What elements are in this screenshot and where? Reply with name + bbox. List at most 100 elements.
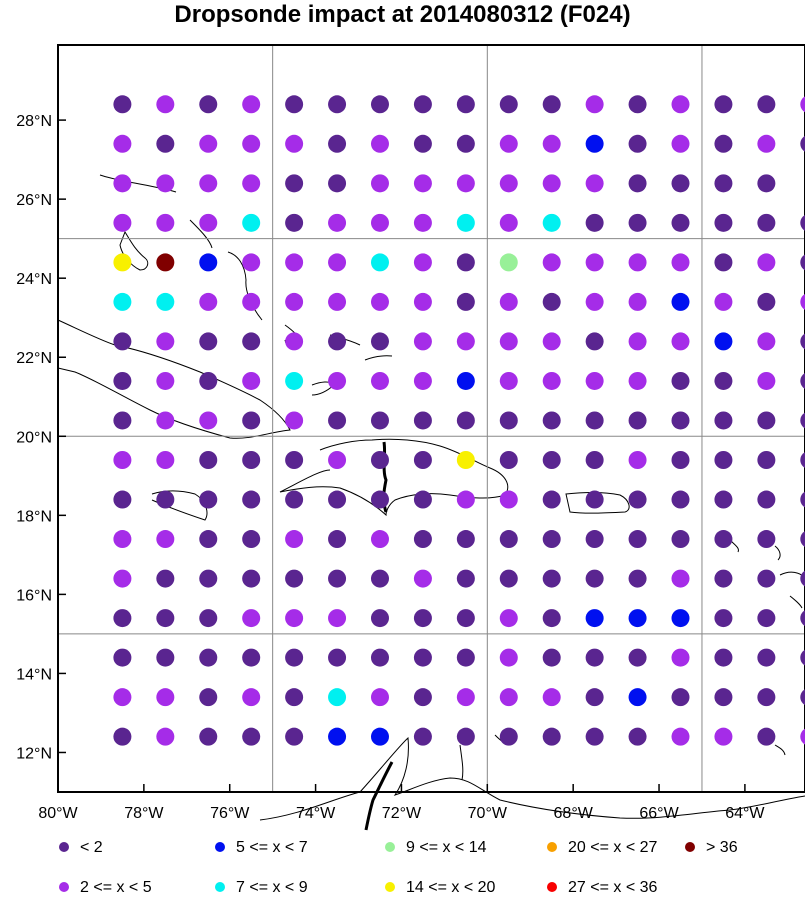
x-tick-label: 72°W [382,805,422,822]
impact-dot [800,412,805,429]
impact-dot [113,292,132,311]
impact-dot [456,332,475,351]
impact-dot [413,213,432,232]
legend-swatch [385,842,395,852]
impact-dot [199,95,218,114]
impact-dot [242,213,261,232]
impact-dot [456,253,475,272]
y-tick-label: 14°N [16,666,52,683]
impact-dot [628,253,647,272]
legend-swatch [685,842,695,852]
impact-dot [113,174,132,193]
impact-dot [499,451,518,469]
impact-dot [671,95,690,114]
impact-dot [285,727,304,746]
impact-dot [542,253,561,272]
impact-dot [800,728,805,745]
impact-dot [328,292,347,311]
impact-dot [714,213,733,232]
impact-dot [113,213,132,232]
impact-dot [757,134,776,153]
impact-dot [242,292,261,311]
impact-dot [113,411,132,430]
impact-dot [757,727,776,746]
impact-dot [757,95,776,114]
impact-dot [542,371,561,390]
impact-dot [242,371,261,390]
impact-dot [757,609,776,628]
y-tick-label: 28°N [16,113,52,130]
impact-dot [370,95,389,114]
impact-dot [456,688,475,707]
impact-dot [800,689,805,706]
impact-dot [456,451,475,469]
impact-dot [671,688,690,707]
impact-dot [585,530,604,549]
impact-dot [499,569,518,588]
impact-dot [456,174,475,193]
impact-dot [328,688,347,707]
impact-dot [714,95,733,114]
impact-dot [413,134,432,153]
impact-dot [714,134,733,153]
impact-dot [757,371,776,390]
impact-dot [671,648,690,667]
impact-dot [328,332,347,351]
impact-dot [628,134,647,153]
impact-dot [370,688,389,707]
impact-dot [285,411,304,430]
impact-dot [585,213,604,232]
impact-dot [285,213,304,232]
impact-dot [499,530,518,549]
impact-dot [199,727,218,746]
impact-dot [328,95,347,114]
impact-dot [370,213,389,232]
impact-dot [156,213,175,232]
impact-dot [456,609,475,628]
impact-dot [156,727,175,746]
impact-dot [370,451,389,469]
impact-dot [542,95,561,114]
impact-dot [113,451,132,469]
impact-dot [542,411,561,430]
impact-dot [113,253,132,272]
impact-dot [156,332,175,351]
impact-dot [542,134,561,153]
latitude-axis: 12°N 14°N 16°N 18°N 20°N 22°N 24°N 26°N 28°N [16,113,66,762]
impact-dot [413,292,432,311]
y-tick-label: 24°N [16,271,52,288]
impact-dot [628,530,647,549]
impact-dot [628,451,647,469]
impact-dot [113,490,132,509]
impact-dot [585,371,604,390]
impact-dot [370,371,389,390]
impact-dot [714,688,733,707]
impact-dot [499,253,518,272]
y-tick-label: 22°N [16,350,52,367]
impact-dot [714,174,733,193]
impact-dot [456,213,475,232]
impact-dot [285,609,304,628]
x-tick-label: 78°W [124,805,164,822]
impact-dot [413,530,432,549]
impact-dot [585,292,604,311]
impact-dot [628,292,647,311]
impact-dot [628,648,647,667]
impact-dot [156,292,175,311]
impact-dot [456,292,475,311]
map-frame [57,44,805,793]
impact-dot [714,490,733,509]
y-tick-label: 26°N [16,192,52,209]
impact-dot [199,134,218,153]
impact-dot [628,609,647,628]
impact-dot [800,254,805,271]
impact-dot [156,648,175,667]
impact-dot [328,490,347,509]
impact-dot [413,490,432,509]
impact-dot [628,213,647,232]
x-tick-label: 64°W [725,805,765,822]
impact-dot [499,371,518,390]
impact-dot [671,134,690,153]
impact-dot [671,451,690,469]
impact-dot [671,727,690,746]
